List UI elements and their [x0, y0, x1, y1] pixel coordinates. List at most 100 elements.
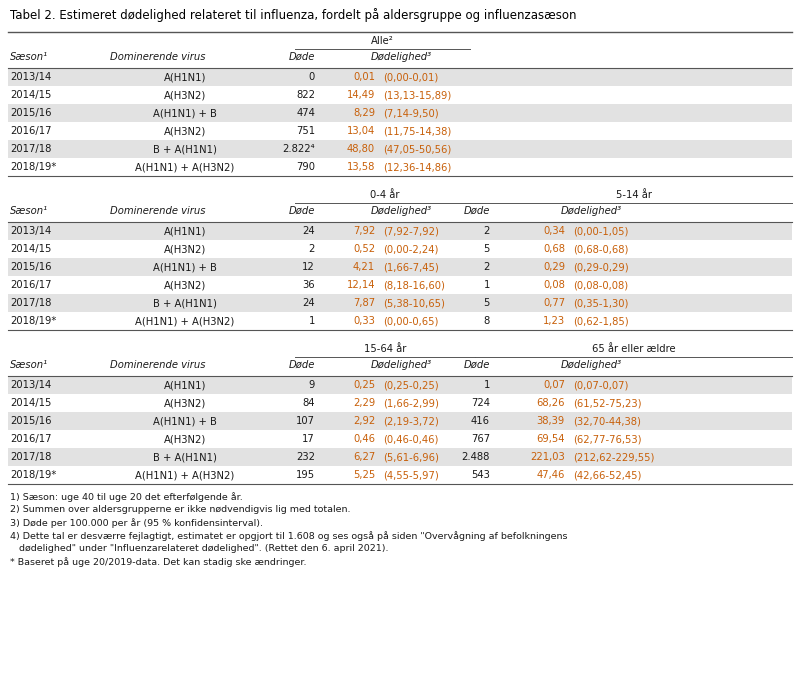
- Text: 5-14 år: 5-14 år: [615, 190, 651, 200]
- Text: A(H3N2): A(H3N2): [164, 280, 206, 290]
- Text: 2018/19*: 2018/19*: [10, 470, 56, 480]
- Text: 69,54: 69,54: [537, 434, 565, 444]
- Text: 2013/14: 2013/14: [10, 226, 51, 236]
- Text: (11,75-14,38): (11,75-14,38): [383, 126, 451, 136]
- Text: 36: 36: [302, 280, 315, 290]
- Text: 2014/15: 2014/15: [10, 90, 51, 100]
- Text: 5,25: 5,25: [353, 470, 375, 480]
- Text: (8,18-16,60): (8,18-16,60): [383, 280, 445, 290]
- Text: 13,58: 13,58: [346, 162, 375, 172]
- Text: A(H1N1): A(H1N1): [164, 72, 206, 82]
- Text: 0,33: 0,33: [353, 316, 375, 326]
- Text: Døde: Døde: [464, 360, 490, 370]
- Text: 2) Summen over aldersgrupperne er ikke nødvendigvis lig med totalen.: 2) Summen over aldersgrupperne er ikke n…: [10, 505, 350, 514]
- Text: 4) Dette tal er desværre fejlagtigt, estimatet er opgjort til 1.608 og ses også : 4) Dette tal er desværre fejlagtigt, est…: [10, 531, 567, 541]
- Text: (0,00-0,01): (0,00-0,01): [383, 72, 438, 82]
- Text: (1,66-2,99): (1,66-2,99): [383, 398, 439, 408]
- Text: 2016/17: 2016/17: [10, 434, 51, 444]
- Bar: [8, 104, 792, 122]
- Text: 474: 474: [296, 108, 315, 118]
- Bar: [8, 258, 792, 276]
- Text: Sæson¹: Sæson¹: [10, 360, 48, 370]
- Text: 2014/15: 2014/15: [10, 398, 51, 408]
- Text: (13,13-15,89): (13,13-15,89): [383, 90, 451, 100]
- Bar: [8, 448, 792, 466]
- Text: (0,25-0,25): (0,25-0,25): [383, 380, 438, 390]
- Text: 2018/19*: 2018/19*: [10, 162, 56, 172]
- Text: Dødelighed³: Dødelighed³: [561, 360, 622, 370]
- Text: dødelighed" under "Influenzarelateret dødelighed". (Rettet den 6. april 2021).: dødelighed" under "Influenzarelateret dø…: [10, 544, 389, 553]
- Text: Dødelighed³: Dødelighed³: [371, 206, 432, 216]
- Text: Dominerende virus: Dominerende virus: [110, 52, 206, 62]
- Text: 1: 1: [309, 316, 315, 326]
- Text: 2018/19*: 2018/19*: [10, 316, 56, 326]
- Text: 24: 24: [302, 226, 315, 236]
- Text: (5,38-10,65): (5,38-10,65): [383, 298, 445, 308]
- Text: 8: 8: [484, 316, 490, 326]
- Text: 13,04: 13,04: [346, 126, 375, 136]
- Text: 0: 0: [309, 72, 315, 82]
- Text: A(H1N1) + B: A(H1N1) + B: [153, 262, 217, 272]
- Text: 822: 822: [296, 90, 315, 100]
- Text: (12,36-14,86): (12,36-14,86): [383, 162, 451, 172]
- Text: 2.822⁴: 2.822⁴: [282, 144, 315, 154]
- Text: (0,08-0,08): (0,08-0,08): [573, 280, 628, 290]
- Text: (0,29-0,29): (0,29-0,29): [573, 262, 629, 272]
- Text: Tabel 2. Estimeret dødelighed relateret til influenza, fordelt på aldersgruppe o: Tabel 2. Estimeret dødelighed relateret …: [10, 8, 577, 22]
- Text: 107: 107: [296, 416, 315, 426]
- Text: 0,46: 0,46: [353, 434, 375, 444]
- Text: A(H1N1): A(H1N1): [164, 380, 206, 390]
- Text: 1) Sæson: uge 40 til uge 20 det efterfølgende år.: 1) Sæson: uge 40 til uge 20 det efterføl…: [10, 492, 242, 502]
- Text: 2014/15: 2014/15: [10, 244, 51, 254]
- Text: (7,92-7,92): (7,92-7,92): [383, 226, 439, 236]
- Text: (42,66-52,45): (42,66-52,45): [573, 470, 642, 480]
- Text: Alle²: Alle²: [371, 36, 394, 46]
- Text: 47,46: 47,46: [537, 470, 565, 480]
- Text: (32,70-44,38): (32,70-44,38): [573, 416, 641, 426]
- Text: 7,92: 7,92: [353, 226, 375, 236]
- Text: (0,62-1,85): (0,62-1,85): [573, 316, 629, 326]
- Text: 767: 767: [471, 434, 490, 444]
- Text: 543: 543: [471, 470, 490, 480]
- Text: 24: 24: [302, 298, 315, 308]
- Text: 2015/16: 2015/16: [10, 108, 51, 118]
- Text: 0-4 år: 0-4 år: [370, 190, 400, 200]
- Text: 6,27: 6,27: [353, 452, 375, 462]
- Text: 2016/17: 2016/17: [10, 126, 51, 136]
- Text: 2016/17: 2016/17: [10, 280, 51, 290]
- Text: 751: 751: [296, 126, 315, 136]
- Text: 195: 195: [296, 470, 315, 480]
- Text: 0,25: 0,25: [353, 380, 375, 390]
- Text: 2,92: 2,92: [353, 416, 375, 426]
- Text: Dominerende virus: Dominerende virus: [110, 360, 206, 370]
- Text: 12,14: 12,14: [346, 280, 375, 290]
- Text: (0,07-0,07): (0,07-0,07): [573, 380, 628, 390]
- Text: 2017/18: 2017/18: [10, 298, 51, 308]
- Text: (0,46-0,46): (0,46-0,46): [383, 434, 438, 444]
- Bar: [8, 376, 792, 394]
- Text: A(H1N1) + A(H3N2): A(H1N1) + A(H3N2): [135, 316, 234, 326]
- Text: 12: 12: [302, 262, 315, 272]
- Text: B + A(H1N1): B + A(H1N1): [153, 144, 217, 154]
- Text: 2017/18: 2017/18: [10, 452, 51, 462]
- Text: 0,34: 0,34: [543, 226, 565, 236]
- Text: Døde: Døde: [289, 360, 315, 370]
- Text: 5: 5: [484, 244, 490, 254]
- Text: (62,77-76,53): (62,77-76,53): [573, 434, 642, 444]
- Text: 15-64 år: 15-64 år: [364, 344, 406, 354]
- Text: 1: 1: [484, 380, 490, 390]
- Text: Døde: Døde: [464, 206, 490, 216]
- Text: 2.488: 2.488: [462, 452, 490, 462]
- Text: Dødelighed³: Dødelighed³: [561, 206, 622, 216]
- Text: 38,39: 38,39: [537, 416, 565, 426]
- Text: 48,80: 48,80: [347, 144, 375, 154]
- Text: 84: 84: [302, 398, 315, 408]
- Text: 65 år eller ældre: 65 år eller ældre: [592, 344, 675, 354]
- Text: (0,00-2,24): (0,00-2,24): [383, 244, 438, 254]
- Text: (0,35-1,30): (0,35-1,30): [573, 298, 628, 308]
- Text: Dødelighed³: Dødelighed³: [371, 360, 432, 370]
- Text: A(H3N2): A(H3N2): [164, 434, 206, 444]
- Text: (61,52-75,23): (61,52-75,23): [573, 398, 642, 408]
- Text: (4,55-5,97): (4,55-5,97): [383, 470, 438, 480]
- Text: 3) Døde per 100.000 per år (95 % konfidensinterval).: 3) Døde per 100.000 per år (95 % konfide…: [10, 518, 263, 528]
